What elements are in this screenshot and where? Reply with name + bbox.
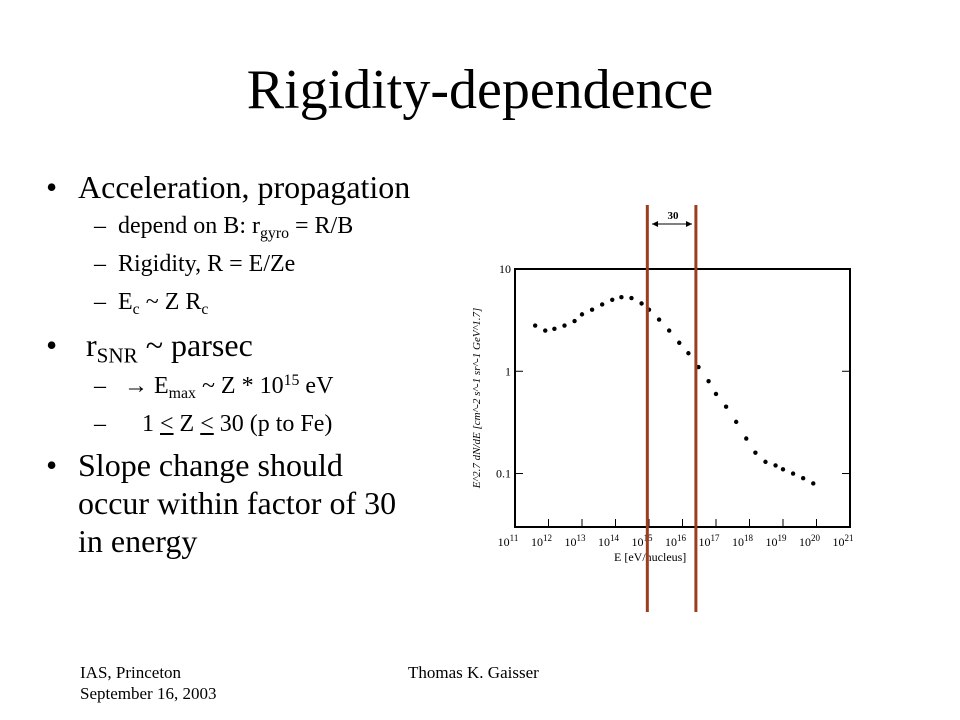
factor-annotation: 30	[652, 210, 692, 227]
y-tick-label: 10	[499, 262, 511, 276]
sub-bullet-z-range: – 1 < Z < 30 (p to Fe)	[94, 411, 333, 437]
bullet-dot-icon: •	[46, 327, 58, 363]
sub-bullet-gyro: – depend on B: rgyro = R/B	[94, 213, 354, 242]
x-axis-label: E [eV/nucleus]	[614, 550, 686, 564]
data-point	[744, 436, 749, 441]
y-axis-label: E^2.7 dN/dE [cm^-2 s^-1 sr^-1 GeV^1.7]	[471, 308, 483, 490]
arrow-right-icon	[686, 221, 692, 227]
data-point	[713, 391, 719, 397]
data-point	[666, 328, 672, 333]
data-point	[543, 328, 548, 333]
data-point	[677, 340, 682, 345]
data-point	[552, 326, 557, 332]
data-point	[780, 467, 786, 472]
dash-icon: –	[94, 373, 106, 399]
x-axis-ticks: 1011 1012 1013 1014 1015 1016 1017 1018 1019 1020…	[498, 519, 854, 549]
arrow-left-icon	[652, 221, 658, 227]
data-point	[572, 318, 577, 324]
data-point	[629, 295, 634, 301]
dash-icon: –	[94, 411, 106, 437]
bullet-rsnr: • rSNR ~ parsec	[46, 327, 253, 368]
data-point	[763, 459, 768, 465]
data-points	[532, 294, 816, 486]
data-point	[811, 481, 816, 486]
marker-lines	[645, 205, 698, 612]
data-point	[723, 404, 729, 409]
data-point	[589, 307, 595, 312]
bullet-dot-icon: •	[46, 447, 58, 483]
x-tick-label: 1020	[799, 533, 821, 549]
slide-title: Rigidity-dependence	[246, 59, 714, 121]
bullet-dot-icon: •	[46, 169, 58, 205]
x-tick-label: 1018	[732, 533, 754, 549]
data-point	[532, 323, 538, 328]
x-tick-label: 1016	[665, 533, 687, 549]
data-point	[656, 317, 662, 322]
x-tick-label: 1011	[498, 533, 519, 549]
dash-icon: –	[94, 213, 106, 239]
dash-icon: –	[94, 251, 106, 277]
data-point	[773, 463, 778, 468]
y-tick-label: 0.1	[496, 467, 511, 481]
data-point	[706, 378, 711, 384]
sub-bullet-rigidity: – Rigidity, R = E/Ze	[94, 251, 296, 277]
data-point	[753, 450, 758, 455]
x-tick-label: 1019	[766, 533, 788, 549]
y-tick-label: 1	[505, 364, 511, 378]
data-point	[610, 297, 615, 302]
footer-venue-date: IAS, Princeton September 16, 2003	[80, 663, 217, 703]
x-tick-label: 1015	[632, 533, 654, 549]
data-point	[639, 301, 644, 306]
y-axis-ticks: 10 1 0.1	[496, 262, 850, 481]
data-point	[733, 419, 739, 425]
sub-bullet-ec: – Ec ~ Z Rc	[94, 289, 209, 318]
data-point	[619, 294, 624, 300]
sub-bullet-emax: – → Emax ~ Z * 1015 eV	[94, 372, 334, 402]
bullet-acceleration: • Acceleration, propagation	[46, 169, 411, 205]
x-tick-label: 1017	[699, 533, 721, 549]
data-point	[686, 351, 691, 356]
data-point	[790, 471, 796, 476]
footer-author: Thomas K. Gaisser	[408, 663, 539, 682]
x-tick-label: 1021	[833, 533, 854, 549]
bullet-slope-change: • Slope change should occur within facto…	[46, 447, 397, 559]
x-tick-label: 1012	[531, 533, 552, 549]
x-tick-label: 1014	[598, 533, 620, 549]
data-point	[562, 323, 567, 328]
bullet-list: • Acceleration, propagation – depend on …	[40, 168, 480, 560]
x-tick-label: 1013	[565, 533, 587, 549]
dash-icon: –	[94, 289, 106, 315]
plot-frame	[514, 268, 851, 528]
data-point	[599, 302, 605, 307]
arrow-icon: →	[124, 373, 148, 399]
annotation-label: 30	[668, 210, 680, 222]
data-point	[579, 312, 585, 317]
data-point	[800, 476, 806, 481]
